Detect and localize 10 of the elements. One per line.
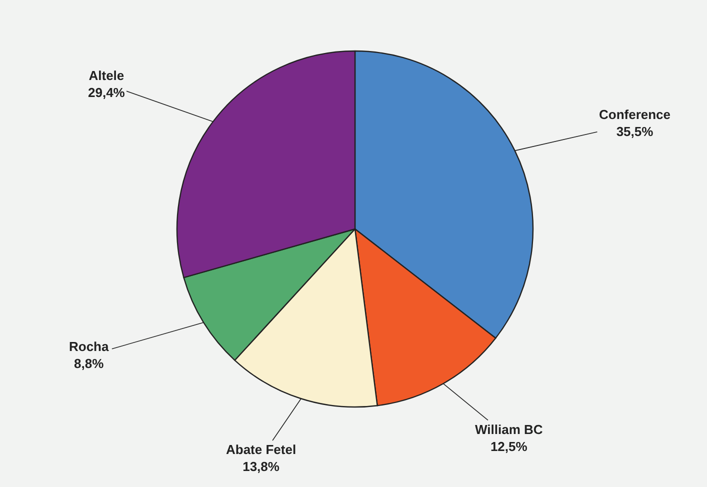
data-label: 8,8% (74, 356, 104, 371)
slice-label: Altele (88, 68, 124, 83)
data-label: 29,4% (88, 84, 126, 100)
slice-label: Conference (599, 107, 671, 122)
data-label: 13,8% (242, 458, 280, 474)
slice-label: William BC (475, 422, 544, 437)
slice-label: Rocha (69, 339, 110, 354)
slice-label: Abate Fetel (226, 442, 296, 457)
data-label: 35,5% (616, 124, 654, 139)
data-label: 12,5% (490, 438, 528, 454)
